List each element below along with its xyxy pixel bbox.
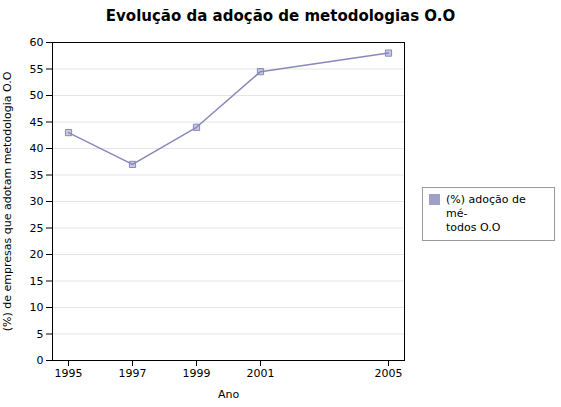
svg-text:(%) de empresas que adotam met: (%) de empresas que adotam metodologia O… <box>1 71 14 331</box>
svg-text:45: 45 <box>30 116 44 129</box>
svg-text:2001: 2001 <box>247 367 275 380</box>
svg-text:Ano: Ano <box>218 388 239 401</box>
html-text:(%) adoção de mé- todos O.O: (%) adoção de mé- todos O.O <box>446 193 526 234</box>
svg-text:20: 20 <box>30 248 44 261</box>
html-text:Evolução da adoção de metodolo: Evolução da adoção de metodologias O.O <box>105 7 456 25</box>
svg-text:10: 10 <box>30 301 44 314</box>
svg-text:50: 50 <box>30 89 44 102</box>
svg-text:15: 15 <box>30 275 44 288</box>
svg-text:1999: 1999 <box>183 367 211 380</box>
svg-text:25: 25 <box>30 222 44 235</box>
svg-text:55: 55 <box>30 63 44 76</box>
svg-text:40: 40 <box>30 142 44 155</box>
svg-text:1995: 1995 <box>55 367 83 380</box>
svg-text:5: 5 <box>37 328 44 341</box>
svg-text:60: 60 <box>30 36 44 49</box>
svg-text:1997: 1997 <box>119 367 147 380</box>
svg-text:2005: 2005 <box>375 367 403 380</box>
svg-text:0: 0 <box>37 354 44 367</box>
svg-text:35: 35 <box>30 169 44 182</box>
svg-text:30: 30 <box>30 195 44 208</box>
